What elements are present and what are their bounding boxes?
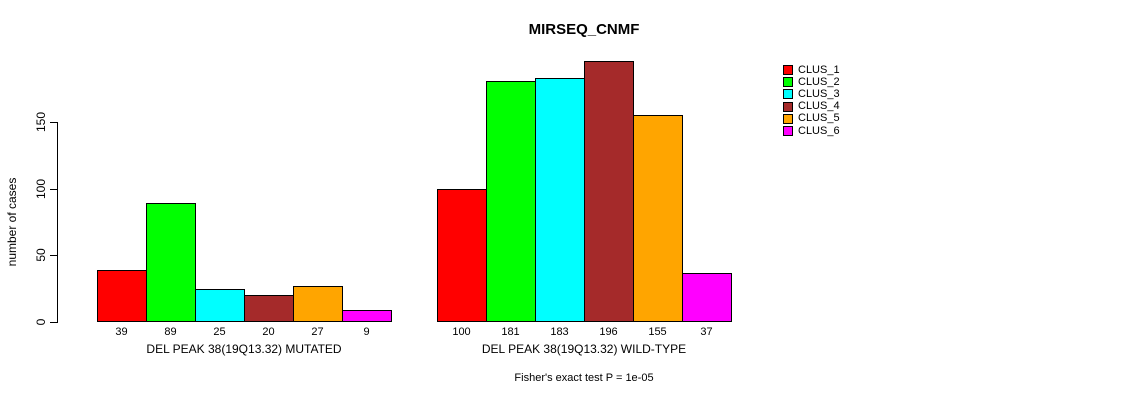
bar-value-label: 155 bbox=[648, 326, 667, 338]
legend-label: CLUS_3 bbox=[798, 87, 840, 100]
bar-clus_1 bbox=[97, 270, 147, 322]
y-tick-label: 150 bbox=[34, 111, 48, 133]
legend-swatch bbox=[783, 126, 793, 136]
bar-value-label: 20 bbox=[262, 326, 275, 338]
bar-clus_5 bbox=[293, 286, 343, 322]
bar-value-label: 9 bbox=[363, 326, 370, 338]
y-tick-label: 0 bbox=[34, 318, 48, 326]
y-tick bbox=[50, 122, 57, 123]
legend-label: CLUS_6 bbox=[798, 124, 840, 137]
legend-swatch bbox=[783, 89, 793, 100]
legend-label: CLUS_2 bbox=[798, 75, 840, 88]
group-label: DEL PEAK 38(19Q13.32) WILD-TYPE bbox=[481, 342, 687, 356]
bar-clus_2 bbox=[146, 203, 196, 322]
y-tick bbox=[50, 188, 57, 190]
group-label: DEL PEAK 38(19Q13.32) MUTATED bbox=[146, 342, 342, 356]
legend-label: CLUS_1 bbox=[798, 63, 840, 76]
bar-clus_1 bbox=[437, 188, 487, 322]
bar-value-label: 25 bbox=[213, 326, 226, 338]
y-tick-label: 100 bbox=[34, 178, 48, 199]
y-axis-line bbox=[57, 122, 58, 323]
bar-clus_2 bbox=[486, 80, 536, 322]
fisher-test-note: Fisher's exact test P = 1e-05 bbox=[514, 372, 654, 384]
chart-title: MIRSEQ_CNMF bbox=[528, 21, 640, 38]
bar-value-label: 27 bbox=[311, 326, 324, 338]
y-tick-label: 50 bbox=[34, 248, 48, 263]
bar-value-label: 37 bbox=[700, 326, 713, 338]
bar-value-label: 89 bbox=[164, 326, 177, 338]
y-tick bbox=[50, 255, 57, 257]
bar-clus_3 bbox=[535, 78, 585, 322]
bar-clus_6 bbox=[682, 272, 732, 322]
legend-label: CLUS_5 bbox=[798, 112, 840, 125]
bar-clus_6 bbox=[342, 310, 392, 322]
legend-swatch bbox=[783, 77, 793, 88]
legend-swatch bbox=[783, 101, 793, 112]
bar-value-label: 100 bbox=[452, 326, 471, 338]
y-tick bbox=[50, 322, 57, 323]
bar-value-label: 39 bbox=[115, 326, 128, 338]
bar-clus_4 bbox=[244, 295, 294, 322]
bar-clus_5 bbox=[633, 115, 683, 322]
bar-value-label: 181 bbox=[501, 326, 520, 338]
legend-swatch bbox=[783, 65, 793, 75]
bar-value-label: 196 bbox=[599, 326, 618, 338]
bar-value-label: 183 bbox=[550, 326, 569, 338]
y-axis-title: number of cases bbox=[5, 177, 19, 267]
bar-clus_3 bbox=[195, 288, 245, 322]
bar-clus_4 bbox=[584, 60, 634, 322]
legend-label: CLUS_4 bbox=[798, 100, 840, 113]
legend-swatch bbox=[783, 113, 793, 124]
